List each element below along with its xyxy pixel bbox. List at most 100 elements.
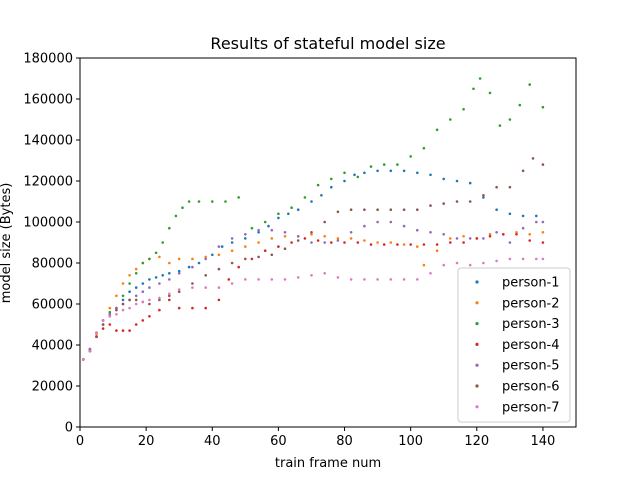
data-point (495, 259, 498, 263)
data-point (356, 175, 360, 179)
data-point (161, 241, 164, 244)
data-point (191, 306, 194, 310)
data-point (177, 272, 181, 275)
data-point (250, 226, 254, 230)
data-point (277, 245, 280, 248)
data-point (224, 200, 227, 203)
data-point (468, 237, 472, 240)
data-point (141, 282, 145, 285)
data-point (376, 241, 379, 244)
legend-marker (475, 280, 479, 284)
data-point (290, 206, 293, 209)
data-point (416, 171, 419, 175)
data-point (382, 163, 386, 166)
data-point (204, 306, 207, 310)
data-point (435, 243, 439, 246)
data-point (82, 358, 85, 361)
data-point (244, 278, 247, 281)
data-point (283, 231, 287, 234)
data-point (161, 274, 164, 277)
chart-title: Results of stateful model size (210, 34, 445, 53)
data-point (270, 278, 274, 281)
data-point (141, 261, 145, 265)
legend-label: person-7 (502, 400, 560, 415)
data-point (442, 202, 446, 205)
data-point (429, 173, 432, 177)
data-point (134, 294, 138, 298)
data-point (204, 286, 207, 289)
data-point (187, 200, 191, 203)
x-axis: 0 20 40 60 80 100 120 140 (76, 427, 555, 449)
data-point (211, 200, 214, 203)
data-point (495, 208, 498, 211)
data-point (330, 185, 333, 189)
data-point (230, 282, 234, 285)
plot-frame (79, 57, 577, 428)
data-point (121, 329, 125, 332)
data-point (108, 306, 112, 310)
x-axis-label: train frame num (275, 456, 381, 471)
data-point (376, 278, 379, 281)
data-point (382, 243, 386, 246)
data-point (495, 231, 498, 234)
data-point (416, 228, 419, 232)
data-point (128, 274, 131, 277)
data-point (154, 276, 158, 279)
data-point (455, 261, 459, 265)
data-point (115, 308, 118, 312)
data-point (376, 169, 379, 173)
data-point (455, 237, 459, 240)
data-point (323, 235, 327, 238)
data-point (535, 214, 538, 218)
x-tick-label: 60 (270, 434, 287, 449)
data-point (310, 233, 313, 236)
data-point (108, 323, 112, 326)
data-point (121, 282, 125, 285)
data-point (191, 257, 194, 261)
data-point (495, 185, 498, 189)
data-point (141, 300, 145, 304)
data-point (515, 233, 518, 236)
legend-box (457, 267, 571, 423)
legend-label: person-1 (502, 276, 560, 291)
data-point (257, 228, 260, 232)
data-point (257, 255, 260, 259)
data-point (95, 335, 98, 339)
data-point (422, 243, 426, 246)
data-point (336, 276, 340, 279)
data-point (134, 272, 138, 275)
data-point (115, 294, 118, 298)
data-point (168, 261, 171, 265)
data-point (283, 235, 287, 238)
data-point (478, 77, 482, 80)
data-point (204, 274, 207, 277)
data-point (369, 165, 373, 168)
legend-label: person-5 (502, 359, 560, 374)
data-point (409, 155, 413, 158)
data-point (349, 237, 353, 240)
data-point (521, 169, 525, 173)
data-point (191, 286, 194, 289)
data-point (323, 272, 327, 275)
data-point (277, 212, 280, 216)
data-point (363, 224, 366, 228)
legend-marker (475, 405, 479, 409)
y-tick-label: 60000 (32, 298, 73, 313)
data-point (449, 241, 452, 244)
data-point (168, 294, 171, 298)
data-point (429, 204, 432, 207)
data-point (330, 241, 333, 244)
data-point (204, 257, 207, 261)
data-point (472, 87, 475, 91)
data-point (541, 231, 545, 234)
legend-label: person-4 (502, 338, 560, 353)
data-point (320, 194, 323, 197)
x-tick-label: 140 (531, 434, 556, 449)
data-point (141, 290, 145, 294)
data-point (541, 241, 545, 244)
data-point (250, 257, 254, 261)
data-point (363, 278, 366, 281)
data-point (168, 226, 171, 230)
data-point (389, 278, 393, 281)
data-point (88, 349, 92, 353)
